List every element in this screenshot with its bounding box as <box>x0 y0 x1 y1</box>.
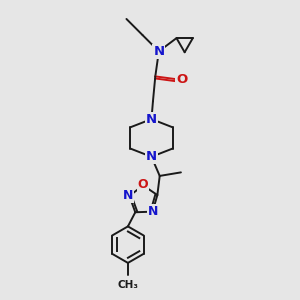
Text: O: O <box>138 178 148 191</box>
Text: N: N <box>122 190 133 202</box>
Text: CH₃: CH₃ <box>117 280 138 290</box>
Text: N: N <box>146 150 157 163</box>
Text: N: N <box>146 112 157 126</box>
Text: N: N <box>153 45 164 58</box>
Text: N: N <box>148 205 158 218</box>
Text: O: O <box>176 73 188 86</box>
